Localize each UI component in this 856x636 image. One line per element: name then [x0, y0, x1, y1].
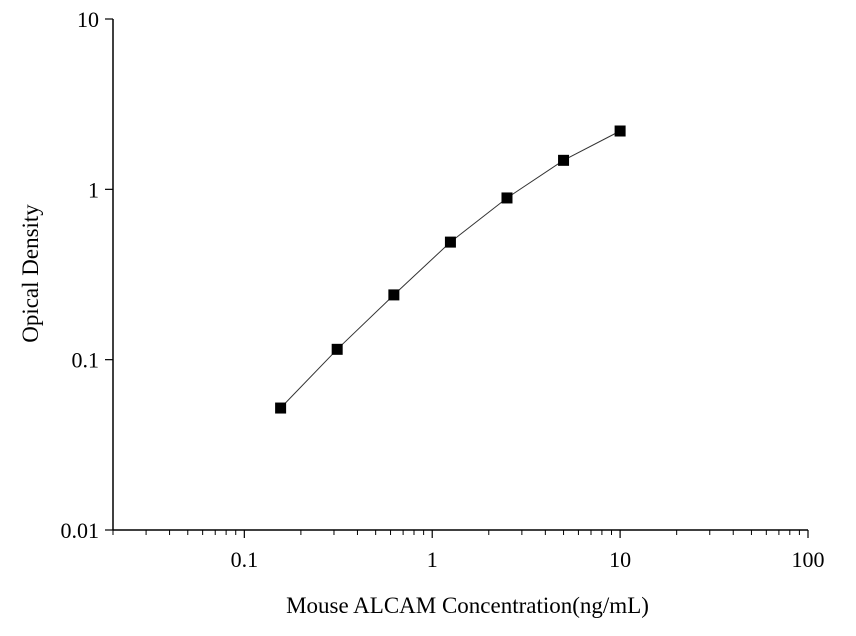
y-tick-label: 0.01: [61, 518, 100, 543]
y-tick-label: 1: [88, 177, 99, 202]
x-tick-label: 1: [427, 547, 438, 572]
x-axis-title: Mouse ALCAM Concentration(ng/mL): [286, 593, 649, 618]
data-point: [501, 192, 513, 204]
data-point: [275, 402, 287, 414]
data-point: [388, 289, 400, 301]
y-tick-label: 0.1: [72, 348, 100, 373]
axes: [112, 19, 808, 531]
data-point: [444, 236, 456, 248]
x-tick-label: 10: [609, 547, 631, 572]
data-point: [614, 125, 626, 137]
y-axis-title: Opical Density: [18, 204, 43, 343]
x-tick-label: 100: [792, 547, 825, 572]
ticks: [105, 18, 809, 538]
tick-labels: 0.1 1 10 100 0.01 0.1 1 10: [61, 7, 825, 572]
x-tick-label: 0.1: [231, 547, 259, 572]
plot-area: [275, 125, 626, 414]
data-point: [331, 343, 343, 355]
series-line: [280, 130, 621, 409]
data-point: [558, 154, 570, 166]
y-tick-label: 10: [77, 7, 99, 32]
